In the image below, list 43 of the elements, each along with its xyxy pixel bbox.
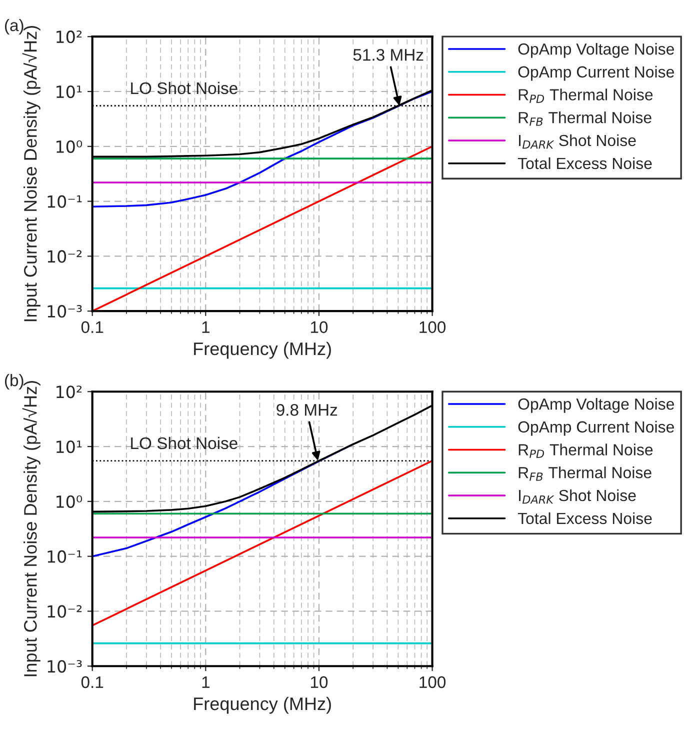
y-tick-label: 10¹ bbox=[56, 440, 82, 454]
legend-label: Total Excess Noise bbox=[518, 157, 652, 170]
x-tick-label: 0.1 bbox=[81, 321, 104, 334]
chart-title: (a) bbox=[4, 18, 24, 34]
legend-label: OpAmp Current Noise bbox=[518, 420, 674, 436]
x-tick-label: 10 bbox=[310, 321, 328, 334]
annotation: 9.8 MHz bbox=[276, 404, 338, 416]
legend-label: R$_{PD}$ Thermal Noise bbox=[518, 444, 653, 458]
y-tick-label: 10² bbox=[56, 386, 82, 398]
x-axis-title: Frequency (MHz) bbox=[194, 342, 331, 359]
x-axis-title: Frequency (MHz) bbox=[194, 696, 331, 714]
y-tick-label: 10⁰ bbox=[56, 140, 82, 153]
legend-label: R$_{PD}$ Thermal Noise bbox=[518, 88, 653, 103]
y-tick-label: 10¹ bbox=[56, 85, 82, 98]
annotation: 51.3 MHz bbox=[353, 48, 424, 61]
y-tick-label: 10⁻¹ bbox=[48, 195, 82, 208]
chart-title: (b) bbox=[4, 374, 24, 390]
y-axis-title: Input Current Noise Density (pA/√Hz) bbox=[22, 26, 40, 322]
legend-label: R$_{FB}$ Thermal Noise bbox=[518, 466, 652, 481]
ref-line-label: LO Shot Noise bbox=[131, 82, 238, 94]
legend-label: I$_{DARK}$ Shot Noise bbox=[519, 134, 636, 149]
x-tick-label: 10 bbox=[310, 676, 328, 688]
legend-label: I$_{DARK}$ Shot Noise bbox=[519, 489, 636, 504]
x-tick-label: 1 bbox=[202, 676, 210, 688]
y-tick-label: 10⁻² bbox=[48, 250, 82, 263]
x-tick-label: 0.1 bbox=[81, 676, 104, 688]
y-tick-label: 10⁻² bbox=[48, 605, 82, 618]
y-tick-label: 10² bbox=[56, 30, 82, 44]
x-tick-label: 100 bbox=[420, 676, 446, 688]
y-axis-title: Input Current Noise Density (pA/√Hz) bbox=[22, 381, 40, 676]
ref-line-label: LO Shot Noise bbox=[131, 436, 238, 450]
y-tick-label: 10⁻¹ bbox=[48, 550, 82, 563]
y-tick-label: 10⁰ bbox=[56, 495, 82, 508]
legend-label: OpAmp Voltage Noise bbox=[518, 398, 674, 413]
legend-label: OpAmp Voltage Noise bbox=[518, 42, 674, 58]
x-tick-label: 1 bbox=[202, 321, 210, 333]
x-tick-label: 100 bbox=[420, 321, 446, 334]
line-series bbox=[92, 460, 432, 626]
legend-label: Total Excess Noise bbox=[518, 512, 652, 524]
legend-label: OpAmp Current Noise bbox=[518, 66, 674, 81]
y-tick-label: 10⁻³ bbox=[48, 305, 82, 318]
legend-label: R$_{FB}$ Thermal Noise bbox=[518, 112, 652, 126]
y-tick-label: 10⁻³ bbox=[48, 660, 82, 673]
